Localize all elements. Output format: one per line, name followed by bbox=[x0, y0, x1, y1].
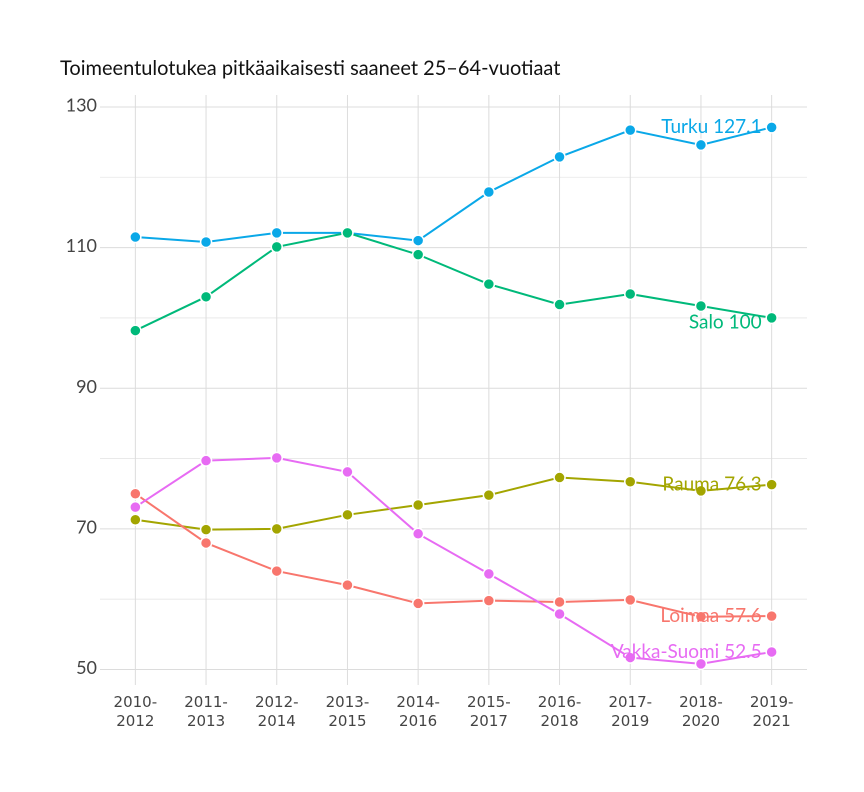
point bbox=[341, 465, 354, 479]
point bbox=[624, 593, 637, 607]
x-tick-label: 2017- 2019 bbox=[608, 693, 653, 730]
point bbox=[765, 609, 778, 623]
point bbox=[199, 523, 213, 536]
point bbox=[624, 651, 637, 664]
series-label: Rauma 76.3 bbox=[662, 472, 761, 495]
line bbox=[134, 231, 772, 332]
point bbox=[482, 567, 496, 581]
line bbox=[134, 492, 772, 618]
x-tick-label: 2010- 2012 bbox=[113, 693, 158, 730]
point bbox=[694, 299, 708, 313]
point bbox=[482, 277, 496, 291]
chart-title: Toimeentulotukea pitkäaikaisesti saaneet… bbox=[60, 56, 560, 80]
point bbox=[341, 508, 354, 522]
point bbox=[341, 226, 354, 240]
y-tick-label: 110 bbox=[66, 234, 97, 256]
line bbox=[134, 456, 772, 665]
line bbox=[135, 126, 772, 243]
point bbox=[624, 123, 637, 137]
x-tick-label: 2016- 2018 bbox=[537, 693, 582, 730]
point bbox=[694, 610, 708, 624]
point bbox=[765, 121, 778, 134]
series-label: Turku 127.1 bbox=[661, 115, 761, 138]
point bbox=[553, 150, 566, 164]
point bbox=[129, 324, 142, 337]
point bbox=[694, 484, 708, 498]
x-tick-label: 2018- 2020 bbox=[679, 693, 723, 730]
y-tick-label: 130 bbox=[66, 94, 97, 116]
point bbox=[270, 240, 283, 254]
point bbox=[270, 522, 283, 536]
point bbox=[482, 185, 496, 199]
point bbox=[129, 513, 142, 526]
y-tick-label: 50 bbox=[76, 656, 97, 678]
point bbox=[411, 498, 425, 512]
point bbox=[553, 595, 566, 609]
point bbox=[411, 597, 425, 610]
series-label: Loimaa 57.6 bbox=[660, 604, 761, 627]
x-tick-label: 2012- 2014 bbox=[254, 693, 299, 730]
point bbox=[129, 487, 142, 500]
point bbox=[553, 471, 566, 484]
point bbox=[270, 226, 283, 240]
point bbox=[765, 311, 778, 325]
point bbox=[199, 235, 213, 249]
point bbox=[624, 287, 637, 301]
series-label: Vakka-Suomi 52.5 bbox=[611, 640, 762, 663]
point bbox=[199, 536, 213, 550]
point bbox=[765, 478, 778, 491]
point bbox=[129, 230, 142, 244]
x-tick-label: 2015- 2017 bbox=[467, 693, 511, 730]
point bbox=[553, 607, 566, 621]
y-tick-label: 90 bbox=[76, 375, 97, 397]
x-tick-label: 2019- 2021 bbox=[749, 693, 794, 730]
point bbox=[199, 290, 213, 304]
point bbox=[411, 527, 425, 541]
line bbox=[135, 476, 772, 531]
point bbox=[411, 248, 425, 261]
x-tick-label: 2013- 2015 bbox=[325, 693, 370, 730]
point bbox=[341, 578, 354, 592]
point bbox=[270, 564, 283, 578]
point bbox=[482, 594, 496, 607]
point bbox=[129, 500, 142, 514]
point bbox=[199, 454, 213, 467]
point bbox=[694, 657, 708, 671]
point bbox=[270, 451, 283, 465]
y-tick-label: 70 bbox=[76, 515, 97, 537]
point bbox=[765, 645, 778, 659]
point bbox=[411, 234, 425, 247]
x-tick-label: 2014- 2016 bbox=[396, 693, 440, 730]
x-tick-label: 2011- 2013 bbox=[184, 693, 228, 730]
series-label: Salo 100 bbox=[689, 311, 762, 334]
point bbox=[624, 475, 637, 489]
point bbox=[482, 488, 496, 502]
point bbox=[694, 138, 708, 152]
point bbox=[553, 298, 566, 311]
